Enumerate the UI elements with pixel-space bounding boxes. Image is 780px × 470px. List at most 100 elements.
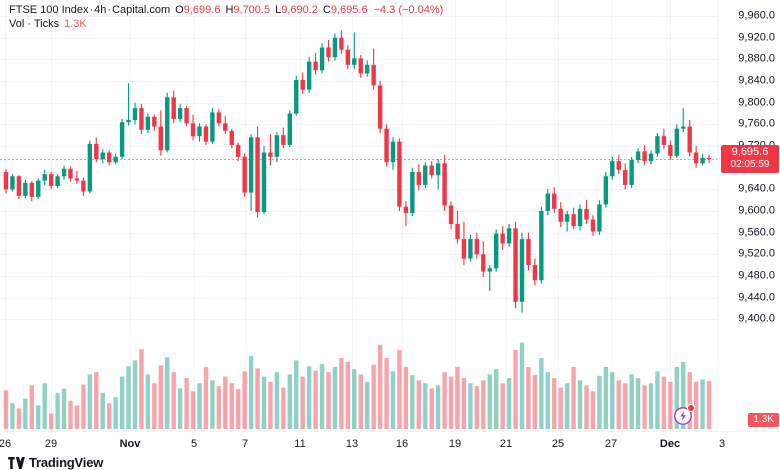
candle-body: [435, 163, 441, 176]
candle-body: [29, 182, 34, 197]
volume-bar: [506, 378, 512, 429]
candle-body: [506, 228, 512, 244]
volume-bar: [577, 380, 583, 429]
volume-bar: [500, 383, 505, 429]
candle-body: [661, 136, 667, 145]
time-axis[interactable]: 26 29 Nov 5 7 11 13 16 19 21 25 27 Dec 3: [0, 431, 780, 457]
candle-body: [287, 113, 292, 145]
chart-canvas[interactable]: [0, 0, 717, 431]
volume-bar: [345, 361, 351, 429]
volume-bar: [255, 368, 260, 429]
candle-body: [313, 61, 318, 71]
price-tick-label: 9,520.0: [738, 247, 775, 260]
volume-bar: [68, 400, 73, 429]
price-axis[interactable]: 9,960.0 9,920.0 9,880.0 9,840.0 9,800.0 9,760…: [717, 0, 780, 431]
candle-body: [236, 144, 241, 157]
volume-bar: [36, 405, 41, 429]
candle-body: [487, 268, 492, 272]
price-tick-label: 9,800.0: [738, 96, 775, 109]
volume-bar: [81, 384, 86, 429]
volume-bar: [558, 387, 563, 429]
candle-body: [655, 136, 660, 154]
candle-body: [539, 210, 544, 281]
volume-bar: [474, 386, 480, 429]
volume-bar: [545, 372, 550, 429]
price-tick-label: 9,920.0: [738, 31, 775, 44]
volume-bar: [397, 349, 402, 429]
candle-body: [700, 157, 705, 164]
volume-bar: [564, 383, 570, 429]
candle-body: [171, 97, 176, 119]
volume-bar: [55, 392, 60, 429]
lightning-alert-button[interactable]: [673, 404, 695, 426]
current-price-badge[interactable]: 9,695.6 02:05:59: [721, 145, 779, 174]
volume-bar: [87, 374, 93, 429]
candle-body: [74, 178, 80, 181]
candle-body: [197, 126, 202, 137]
volume-bar: [242, 371, 247, 429]
candle-body: [358, 58, 363, 74]
time-tick-label: 11: [294, 438, 306, 450]
chart-plot-area[interactable]: [0, 0, 717, 431]
candle-body: [365, 64, 370, 74]
alert-badge-dot: [687, 404, 695, 412]
volume-bar: [10, 403, 15, 429]
grid-lines: [0, 0, 717, 431]
candle-body: [474, 239, 480, 255]
volume-bar: [145, 374, 151, 429]
price-tick-label: 9,640.0: [738, 182, 775, 195]
candle-body: [113, 156, 118, 163]
volume-bar: [648, 383, 654, 429]
candle-body: [345, 49, 351, 65]
volume-bar: [326, 372, 331, 429]
volume-bar: [552, 378, 557, 429]
candle-body: [16, 176, 22, 196]
candle-body: [126, 120, 131, 123]
volume-bar: [481, 380, 486, 429]
candle-body: [81, 180, 86, 192]
candle-body: [210, 112, 215, 142]
volume-bar: [319, 364, 325, 429]
volume-bar: [629, 374, 634, 429]
candle-body: [623, 169, 628, 185]
volume-bar: [487, 374, 492, 429]
lightning-icon[interactable]: [673, 404, 695, 426]
volume-bar: [590, 391, 596, 429]
volume-bar: [668, 381, 673, 429]
volume-bar: [119, 376, 125, 429]
candle-body: [674, 128, 679, 156]
price-tick-label: 9,880.0: [738, 52, 775, 65]
candle-body: [461, 239, 467, 259]
volume-bar: [416, 380, 421, 429]
volume-bar: [371, 364, 376, 429]
candle-body: [119, 122, 125, 157]
price-tick-label: 9,440.0: [738, 291, 775, 303]
candle-body: [642, 151, 647, 162]
time-tick-label: Nov: [119, 438, 141, 450]
volume-bar: [352, 369, 357, 429]
volume-bar: [526, 366, 531, 429]
volume-bar: [165, 357, 170, 429]
candle-body: [139, 108, 144, 130]
volume-bar: [158, 365, 163, 429]
volume-bar: [29, 385, 34, 429]
time-tick-label: 21: [499, 438, 513, 450]
volume-bar: [700, 379, 705, 429]
candle-body: [371, 64, 376, 86]
time-tick-label: 5: [190, 438, 198, 450]
volume-bar: [642, 385, 647, 429]
tradingview-logo[interactable]: TradingView: [8, 456, 103, 470]
candle-body: [448, 205, 454, 224]
volume-value-badge[interactable]: 1.3K: [748, 413, 779, 427]
volume-bar: [132, 360, 138, 429]
volume-bar: [126, 366, 131, 429]
candle-body: [306, 61, 312, 90]
candle-body: [229, 130, 234, 145]
volume-bar: [519, 342, 525, 429]
candle-body: [513, 228, 518, 302]
candle-body: [274, 135, 280, 157]
volume-bar: [616, 380, 621, 429]
candle-body: [429, 165, 434, 176]
volume-bar: [61, 388, 67, 429]
volume-bar: [706, 381, 712, 429]
